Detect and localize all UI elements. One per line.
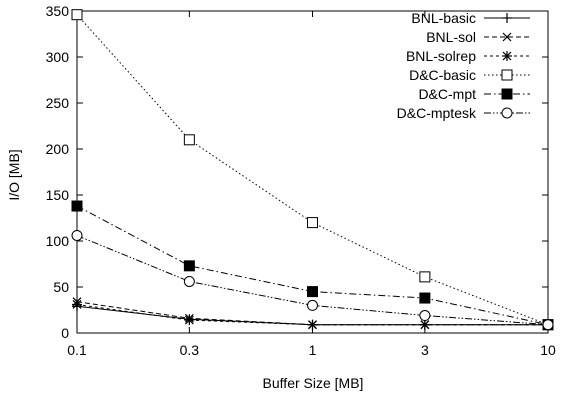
data-point [71, 229, 83, 241]
data-point [307, 299, 318, 311]
y-tick-label: 200 [46, 141, 70, 157]
y-tick-label: 250 [46, 95, 70, 111]
legend-label: D&C-mptesk [397, 105, 477, 121]
x-tick-label: 1 [309, 342, 317, 358]
data-point [419, 310, 431, 322]
x-tick-label: 10 [540, 342, 556, 358]
x-tick-label: 0.1 [67, 342, 87, 358]
data-point [183, 134, 195, 146]
x-axis-label: Buffer Size [MB] [263, 375, 364, 391]
data-point [419, 292, 431, 304]
legend-marker [501, 107, 513, 119]
y-tick-label: 100 [46, 233, 70, 249]
legend-label: BNL-solrep [406, 48, 476, 64]
legend-label: D&C-mpt [418, 86, 476, 102]
data-point [71, 200, 83, 212]
series-3 [71, 9, 554, 331]
legend-label: D&C-basic [409, 67, 476, 83]
y-tick-label: 0 [61, 325, 69, 341]
y-axis-label: I/O [MB] [6, 149, 22, 200]
plot-axes: 0 50 100 150 200 250 300 350 0.1 0.3 1 3 10 [46, 3, 556, 358]
plot-frame [76, 10, 549, 334]
series-5 [71, 229, 554, 331]
legend: BNL-basic BNL-sol BNL-solrep D&C-basic D&C-m… [397, 10, 530, 121]
legend-marker [501, 69, 513, 81]
series-line [76, 14, 549, 326]
data-point [183, 275, 195, 287]
x-tick-label: 0.3 [180, 342, 200, 358]
series-layer [71, 9, 554, 331]
data-point [419, 271, 431, 283]
data-point-d2 [184, 315, 194, 325]
legend-marker [501, 88, 513, 100]
data-point [307, 286, 318, 298]
legend-label: BNL-sol [426, 29, 476, 45]
y-tick-label: 300 [46, 49, 70, 65]
series-line [76, 235, 549, 326]
y-tick-label: 50 [53, 279, 69, 295]
legend-label: BNL-basic [411, 10, 476, 26]
y-tick-label: 350 [46, 3, 70, 19]
y-tick-label: 150 [46, 187, 70, 203]
legend-marker-d2 [502, 51, 512, 61]
data-point-d2 [420, 320, 430, 330]
legend-marker-b [502, 32, 512, 42]
data-point-d2 [72, 300, 82, 309]
data-point [183, 260, 195, 272]
data-point [71, 9, 83, 21]
data-point-d2 [308, 320, 317, 330]
data-point [307, 217, 318, 229]
data-point [542, 319, 554, 331]
x-tick-label: 3 [421, 342, 429, 358]
